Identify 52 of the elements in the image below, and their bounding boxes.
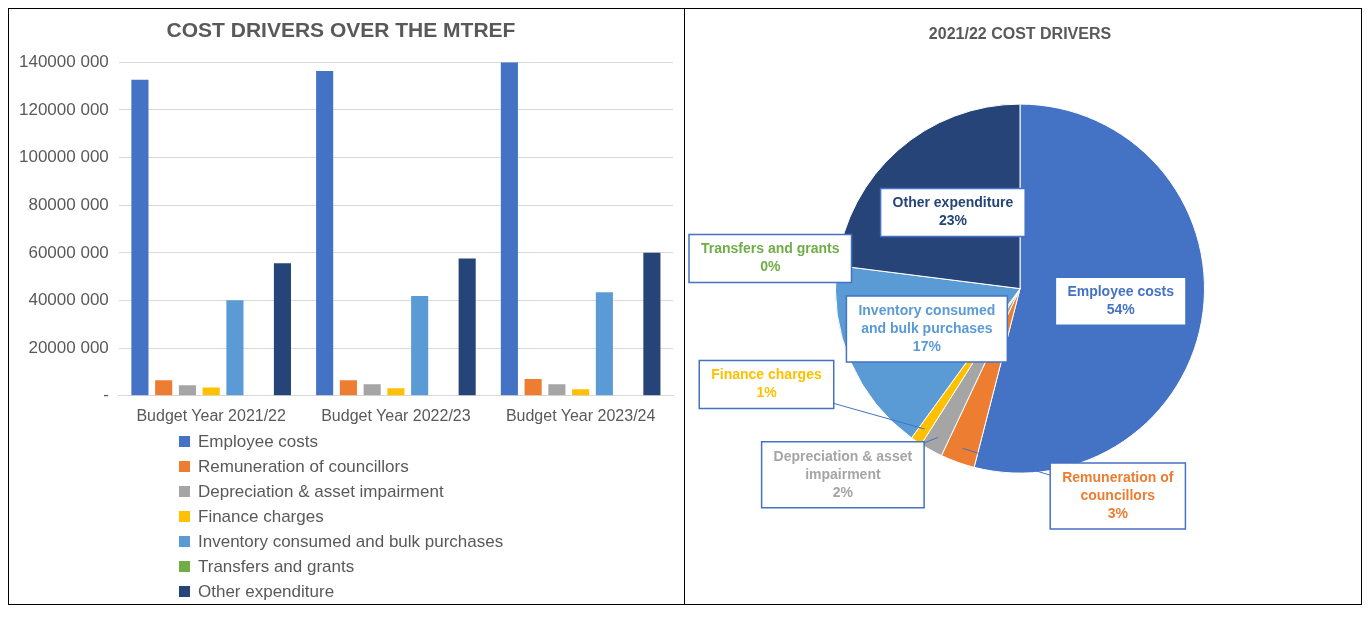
x-tick-label: Budget Year 2023/24 [505,406,656,424]
bar [458,258,476,396]
bar [524,379,542,396]
slice-label: Finance charges [711,366,822,383]
y-tick-label: 80000 000 [28,194,109,214]
y-tick-label: 120000 000 [18,99,109,119]
x-tick-label: Budget Year 2022/23 [321,406,471,424]
text: 0% [760,258,781,275]
legend-label: Remuneration of councillors [198,456,409,477]
x-tick-label: Budget Year 2021/22 [136,406,287,424]
slice-label: Inventory consumed and bulk purchases [858,301,996,336]
bar [131,79,149,396]
legend-label: Other expenditure [198,581,335,602]
bar [316,71,334,396]
bar [155,380,173,396]
bar [595,292,613,396]
legend-label: Depreciation & asset impairment [198,481,444,502]
bar [643,252,661,396]
y-tick-label: 100000 000 [18,147,109,167]
data-label: 3% [1107,504,1129,521]
y-tick-label: 40000 000 [28,290,109,310]
data-label: 2% [832,483,854,500]
bar [226,300,244,396]
bar [387,388,405,396]
slice-label: Other expenditure [892,194,1014,211]
slice-label: Employee costs [1067,283,1175,300]
bar [500,62,518,396]
y-tick-label: 60000 000 [28,242,109,262]
bar [273,263,291,396]
category-label: Transfers and grants [700,240,840,257]
data-label: 17% [912,337,942,354]
bar [548,384,566,396]
bar [339,380,357,396]
slice-label: Remuneration of councillors [1062,468,1174,503]
legend-label: Transfers and grants [198,556,355,577]
bar [202,387,220,396]
bar [572,389,590,396]
data-label: 54% [1106,301,1136,318]
y-tick-label: - [103,385,109,405]
legend-label: Finance charges [198,506,324,527]
data-label: 1% [756,384,778,401]
slice-label: Depreciation & asset impairment [773,447,913,482]
bar [178,385,196,396]
y-tick-label: 140000 000 [18,51,109,71]
data-label: 23% [938,212,968,229]
legend-label: Inventory consumed and bulk purchases [198,531,504,552]
bar [411,295,429,396]
y-tick-label: 20000 000 [28,337,109,357]
bar [363,384,381,396]
chart-title: 2021/22 COST DRIVERS [928,25,1112,43]
legend-label: Employee costs [198,431,318,452]
chart-title: COST DRIVERS OVER THE MTREF [166,18,516,42]
